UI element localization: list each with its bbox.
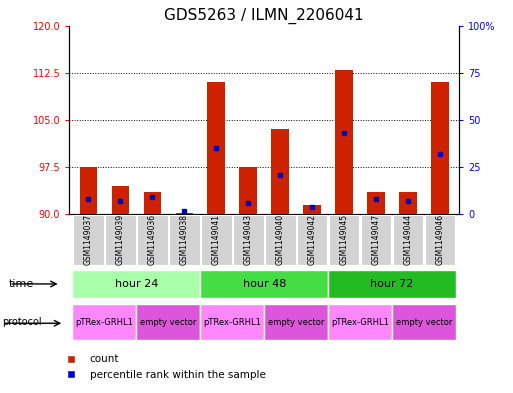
FancyBboxPatch shape	[328, 270, 456, 298]
Text: hour 24: hour 24	[115, 279, 158, 289]
Text: time: time	[9, 279, 34, 289]
Bar	[431, 82, 449, 214]
Bar	[367, 192, 385, 214]
Text: hour 72: hour 72	[370, 279, 413, 289]
Text: GSM1149038: GSM1149038	[180, 214, 189, 265]
Text: GSM1149042: GSM1149042	[308, 214, 317, 265]
Title: GDS5263 / ILMN_2206041: GDS5263 / ILMN_2206041	[164, 8, 364, 24]
Text: GSM1149043: GSM1149043	[244, 214, 253, 265]
Text: GSM1149044: GSM1149044	[404, 214, 412, 265]
FancyBboxPatch shape	[73, 215, 104, 265]
Text: GSM1149040: GSM1149040	[275, 214, 285, 265]
FancyBboxPatch shape	[169, 215, 200, 265]
FancyBboxPatch shape	[329, 215, 360, 265]
Bar	[240, 167, 257, 214]
Bar	[271, 129, 289, 214]
FancyBboxPatch shape	[201, 215, 231, 265]
Text: GSM1149047: GSM1149047	[371, 214, 381, 265]
Text: GSM1149041: GSM1149041	[212, 214, 221, 265]
Text: pTRex-GRHL1: pTRex-GRHL1	[331, 318, 389, 327]
FancyBboxPatch shape	[264, 304, 328, 340]
FancyBboxPatch shape	[265, 215, 295, 265]
FancyBboxPatch shape	[392, 304, 456, 340]
FancyBboxPatch shape	[425, 215, 456, 265]
Text: pTRex-GRHL1: pTRex-GRHL1	[75, 318, 133, 327]
Text: GSM1149046: GSM1149046	[436, 214, 444, 265]
FancyBboxPatch shape	[361, 215, 391, 265]
Text: GSM1149039: GSM1149039	[116, 214, 125, 265]
Bar	[303, 205, 321, 214]
Legend: count, percentile rank within the sample: count, percentile rank within the sample	[56, 350, 270, 384]
Text: empty vector: empty vector	[396, 318, 452, 327]
Text: GSM1149045: GSM1149045	[340, 214, 349, 265]
Text: hour 48: hour 48	[243, 279, 286, 289]
FancyBboxPatch shape	[297, 215, 327, 265]
Bar	[399, 192, 417, 214]
Text: GSM1149036: GSM1149036	[148, 214, 157, 265]
FancyBboxPatch shape	[72, 270, 200, 298]
FancyBboxPatch shape	[136, 304, 200, 340]
Bar	[336, 70, 353, 214]
Text: empty vector: empty vector	[140, 318, 196, 327]
FancyBboxPatch shape	[137, 215, 168, 265]
Bar	[207, 82, 225, 214]
Text: empty vector: empty vector	[268, 318, 324, 327]
Bar	[144, 192, 161, 214]
FancyBboxPatch shape	[328, 304, 392, 340]
FancyBboxPatch shape	[105, 215, 136, 265]
Bar	[112, 186, 129, 214]
FancyBboxPatch shape	[392, 215, 423, 265]
FancyBboxPatch shape	[233, 215, 264, 265]
FancyBboxPatch shape	[200, 304, 264, 340]
FancyBboxPatch shape	[72, 304, 136, 340]
Bar	[80, 167, 97, 214]
Text: pTRex-GRHL1: pTRex-GRHL1	[203, 318, 261, 327]
Text: GSM1149037: GSM1149037	[84, 214, 93, 265]
FancyBboxPatch shape	[200, 270, 328, 298]
Text: protocol: protocol	[3, 317, 42, 327]
Bar	[175, 213, 193, 214]
